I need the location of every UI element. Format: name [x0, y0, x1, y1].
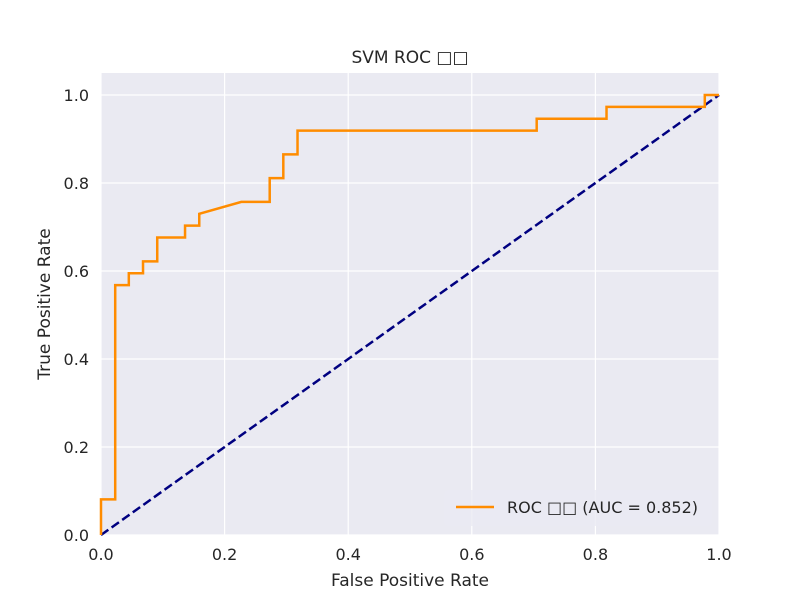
x-tick-label: 0.2: [212, 545, 237, 564]
y-tick-label: 0.4: [64, 350, 89, 369]
y-tick-label: 0.6: [64, 262, 89, 281]
x-tick-label: 0.6: [459, 545, 484, 564]
x-tick-label: 0.4: [335, 545, 360, 564]
y-tick-label: 0.8: [64, 174, 89, 193]
series-lines: [99, 93, 720, 537]
legend-label-roc: ROC □□ (AUC = 0.852): [507, 498, 698, 517]
x-tick-label: 1.0: [706, 545, 731, 564]
y-tick-label: 0.2: [64, 438, 89, 457]
chance-diagonal-line: [100, 93, 720, 537]
chart-title: SVM ROC □□: [351, 48, 468, 68]
x-tick-label: 0.8: [583, 545, 608, 564]
tick-labels: 0.0 0.2 0.4 0.6 0.8 1.0 0.0 0.2 0.4 0.6 0.8 1.0: [64, 86, 732, 564]
legend-box: [444, 490, 712, 526]
x-tick-label: 0.0: [88, 545, 113, 564]
x-axis-label: False Positive Rate: [331, 571, 489, 591]
legend: ROC □□ (AUC = 0.852): [444, 490, 712, 526]
y-tick-label: 1.0: [64, 86, 89, 105]
plot-background: [101, 73, 719, 535]
y-axis-label: True Positive Rate: [35, 228, 55, 380]
y-tick-label: 0.0: [64, 526, 89, 545]
roc-curve-line: [99, 93, 719, 535]
grid-lines: [100, 73, 720, 536]
